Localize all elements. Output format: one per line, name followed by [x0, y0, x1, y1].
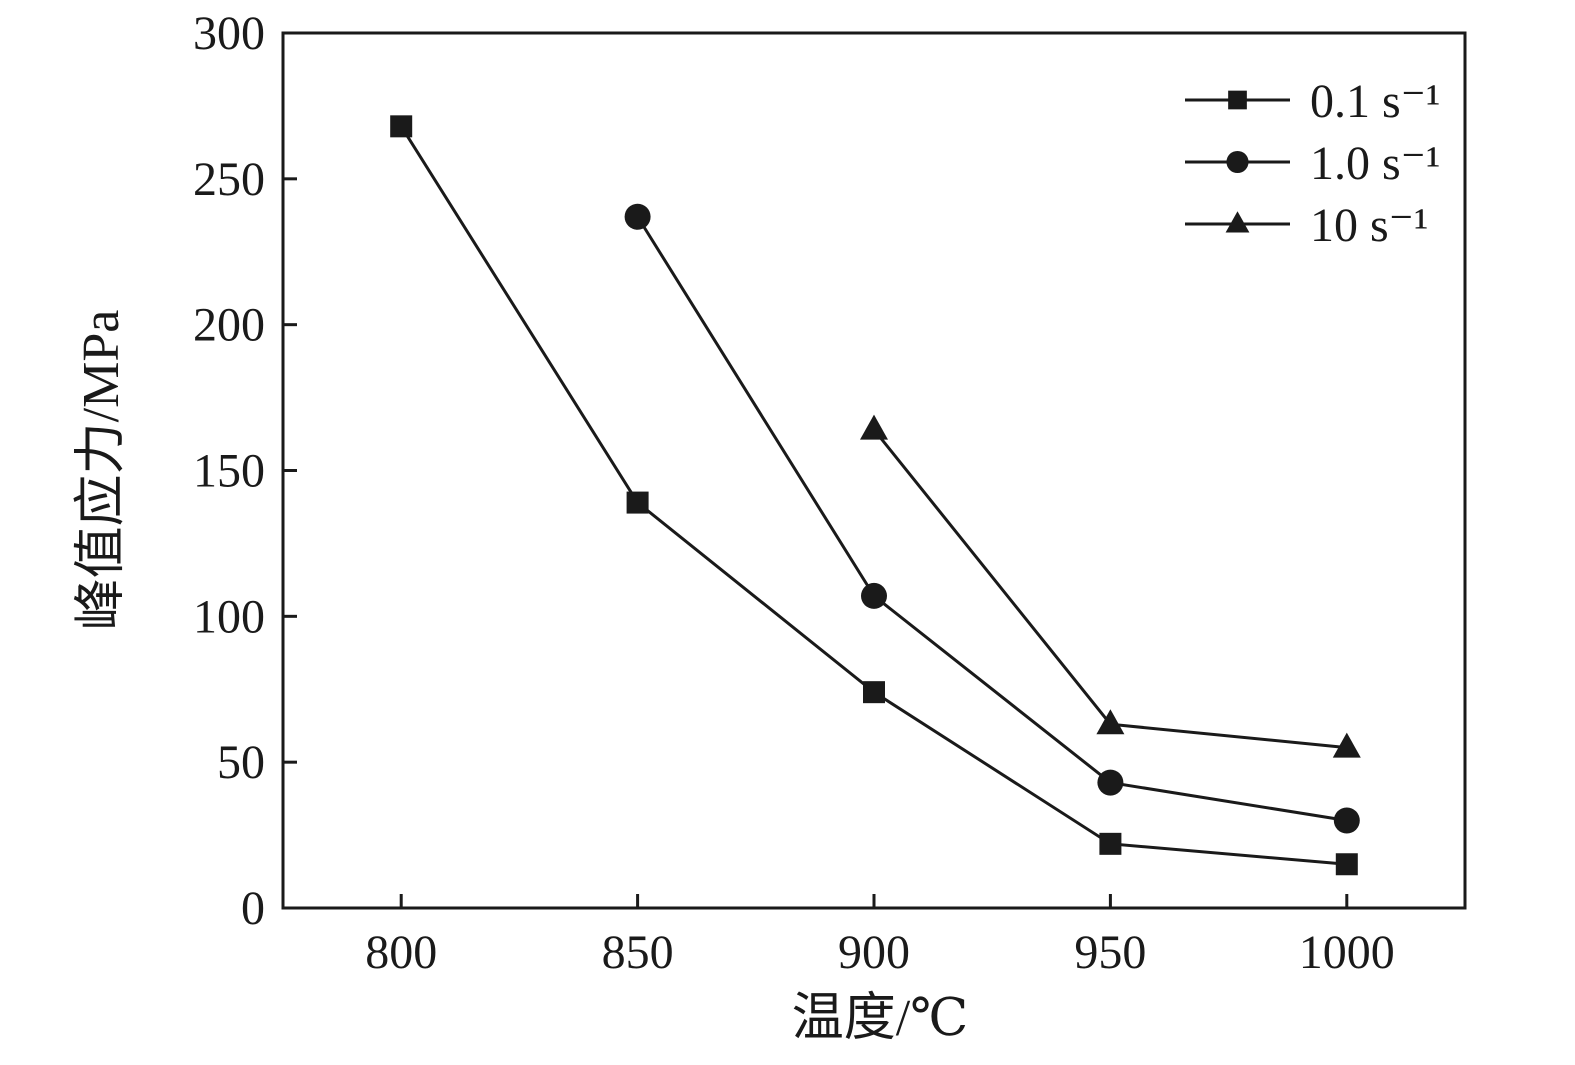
x-tick-label: 950: [1074, 926, 1146, 979]
series-line: [872, 428, 1347, 750]
square-marker: [1228, 90, 1247, 110]
square-marker: [1099, 832, 1122, 855]
circle-marker: [1226, 150, 1249, 174]
y-axis-label: 峰值应力/MPa: [73, 310, 130, 631]
square-marker: [863, 681, 885, 704]
y-tick-label: 0: [241, 882, 265, 935]
triangle-marker: [1225, 211, 1250, 233]
square-marker: [390, 115, 413, 138]
x-tick-label: 850: [602, 926, 674, 979]
plot-frame: [281, 31, 1467, 910]
x-tick-label: 900: [838, 926, 910, 979]
y-tick-label: 250: [193, 153, 265, 206]
circle-marker: [1097, 769, 1124, 796]
series-line: [399, 125, 1347, 866]
square-marker: [1335, 853, 1358, 876]
triangle-marker: [1332, 732, 1361, 758]
square-marker: [626, 491, 649, 514]
y-tick-label: 50: [217, 736, 265, 789]
x-axis-label: 温度/℃: [792, 990, 969, 1047]
y-tick-label: 200: [193, 299, 265, 352]
x-tick-label: 800: [365, 926, 437, 979]
series-line: [636, 215, 1348, 822]
triangle-marker: [860, 414, 888, 440]
legend-label: 10 s⁻¹: [1310, 199, 1428, 252]
triangle-marker: [1096, 709, 1125, 735]
circle-marker: [1333, 807, 1360, 834]
y-tick-label: 100: [193, 590, 265, 643]
y-tick-label: 300: [193, 7, 265, 60]
circle-marker: [624, 203, 651, 230]
y-tick-label: 150: [193, 445, 265, 498]
legend-label: 0.1 s⁻¹: [1310, 75, 1440, 128]
legend-label: 1.0 s⁻¹: [1310, 137, 1440, 190]
circle-marker: [861, 582, 887, 609]
x-tick-label: 1000: [1299, 926, 1395, 979]
